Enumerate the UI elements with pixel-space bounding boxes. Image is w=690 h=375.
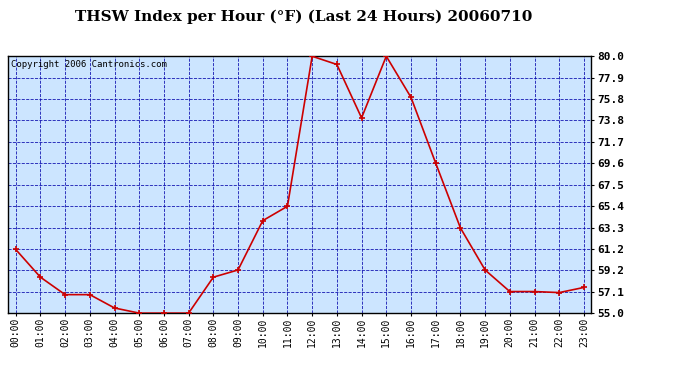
Text: Copyright 2006 Cantronics.com: Copyright 2006 Cantronics.com [11,60,167,69]
Text: THSW Index per Hour (°F) (Last 24 Hours) 20060710: THSW Index per Hour (°F) (Last 24 Hours)… [75,9,532,24]
